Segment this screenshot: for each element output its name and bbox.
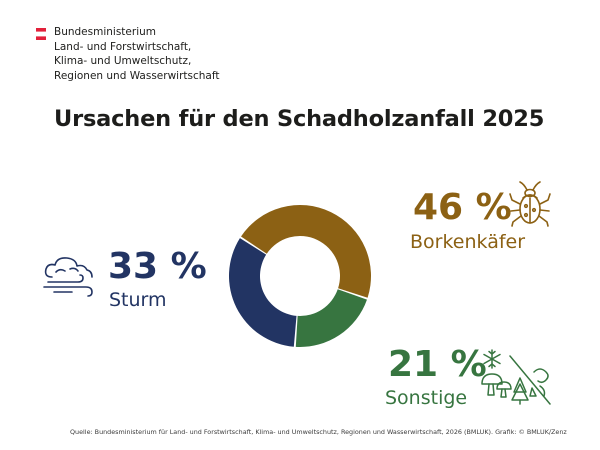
slice-sturm (228, 238, 297, 347)
storm-cloud-icon (43, 257, 93, 297)
value-label-sonstige: 21 % (388, 344, 487, 385)
ministry-line: Bundesministerium (54, 26, 156, 38)
ministry-line: Klima- und Umweltschutz, (54, 55, 192, 67)
chart-title: Ursachen für den Schadholzanfall 2025 (54, 106, 545, 132)
ministry-line: Land- und Forstwirtschaft, (54, 40, 192, 53)
beetle-icon (509, 181, 551, 227)
ministry-line: Regionen und Wasserwirtschaft (54, 69, 220, 82)
source-note: Quelle: Bundesministerium für Land- und … (70, 428, 567, 436)
category-label-borkenkaefer: Borkenkäfer (410, 231, 526, 253)
value-label-sturm: 33 % (108, 246, 207, 287)
austria-flag-icon (36, 28, 46, 40)
drought-icon (509, 355, 551, 405)
sonstige-icons (481, 349, 551, 405)
mushrooms-icon (481, 373, 512, 398)
category-label-sonstige: Sonstige (385, 387, 468, 409)
fir-tree-icon (511, 377, 529, 405)
value-label-borkenkaefer: 46 % (413, 187, 512, 228)
slice-borkenkaefer (241, 204, 372, 298)
ministry-name: Bundesministerium Land- und Forstwirtsch… (54, 25, 219, 83)
slice-sonstige (295, 289, 367, 347)
category-label-sturm: Sturm (109, 289, 167, 311)
snowflake-icon (483, 349, 501, 369)
